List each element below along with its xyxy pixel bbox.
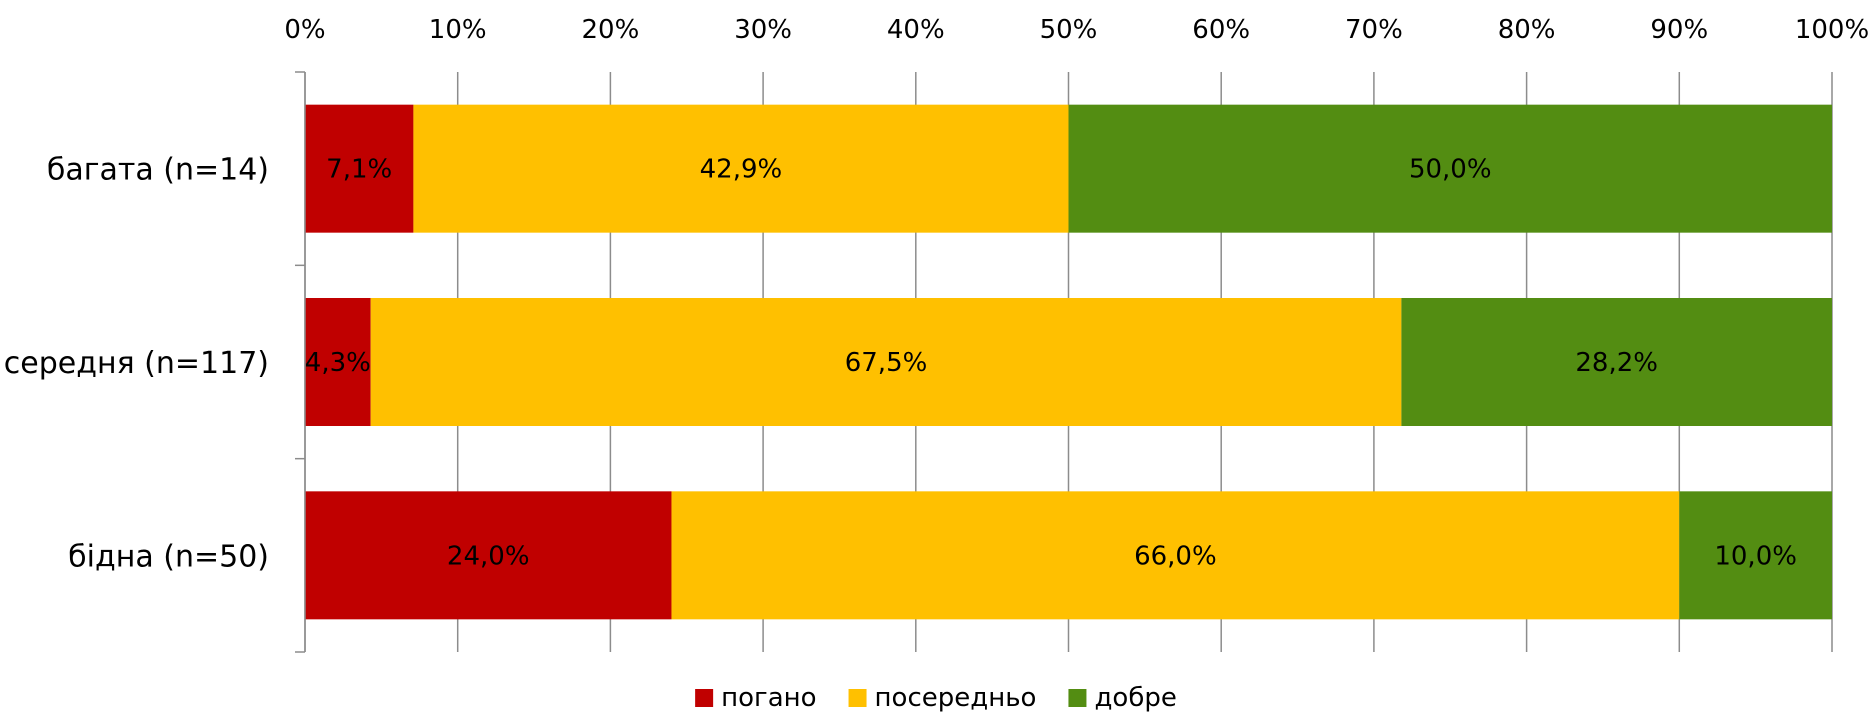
bar-segment <box>305 298 371 426</box>
bar-segment <box>671 491 1680 620</box>
bar-segment <box>305 104 414 233</box>
data-label: 67,5% <box>845 348 928 378</box>
data-label: 66,0% <box>1134 541 1217 571</box>
legend-swatch <box>695 689 714 707</box>
bar-segment <box>413 104 1069 233</box>
legend-label: погано <box>721 683 816 713</box>
x-tick-label: 20% <box>582 15 640 45</box>
x-tick-label: 70% <box>1345 15 1403 45</box>
data-label: 28,2% <box>1575 348 1658 378</box>
data-labels: 7,1% 42,9% 50,0% 4,3% 67,5% 28,2% 24,0% 66,0% 10… <box>305 155 1797 572</box>
data-label: 24,0% <box>447 541 530 571</box>
x-tick-label: 90% <box>1650 15 1708 45</box>
x-tick-labels: 0% 10% 20% 30% 40% 50% 60% 70% 80% 90% 100% <box>284 15 1869 45</box>
legend-swatch <box>1068 689 1087 707</box>
bar-segment <box>1068 104 1832 233</box>
bars <box>305 104 1832 620</box>
bar-segment <box>1679 491 1832 620</box>
x-tick-label: 30% <box>734 15 792 45</box>
bar-segment <box>1401 298 1832 426</box>
x-tick-label: 80% <box>1498 15 1556 45</box>
data-label: 10,0% <box>1714 541 1797 571</box>
category-labels: багата (n=14) середня (n=117) бідна (n=50) <box>4 153 269 575</box>
x-tick-label: 50% <box>1040 15 1098 45</box>
axes <box>295 71 306 653</box>
category-label: бідна (n=50) <box>68 539 269 574</box>
data-label: 50,0% <box>1409 155 1492 185</box>
legend-label: посередньо <box>875 683 1037 713</box>
legend: погано посередньо добре <box>695 683 1177 713</box>
data-label: 42,9% <box>700 155 783 185</box>
x-tick-label: 60% <box>1192 15 1250 45</box>
bar-segment <box>370 298 1402 426</box>
x-tick-label: 0% <box>284 15 325 45</box>
data-label: 4,3% <box>305 348 371 378</box>
category-label: середня (n=117) <box>4 346 269 381</box>
x-tick-label: 100% <box>1795 15 1869 45</box>
legend-swatch <box>848 689 867 707</box>
bar-segment <box>305 491 672 620</box>
x-tick-label: 40% <box>887 15 945 45</box>
legend-label: добре <box>1094 683 1176 713</box>
x-tick-label: 10% <box>429 15 487 45</box>
category-label: багата (n=14) <box>47 153 269 188</box>
data-label: 7,1% <box>326 155 392 185</box>
